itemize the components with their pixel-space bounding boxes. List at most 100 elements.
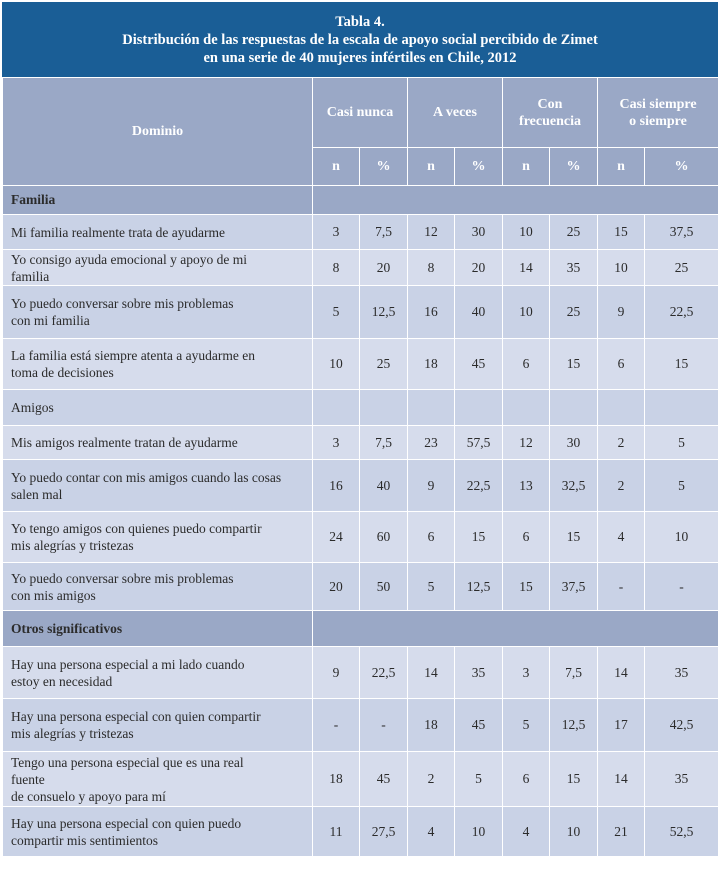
row-label-line: Yo tengo amigos con quienes puedo compar… <box>11 521 262 536</box>
cell-percent: 45 <box>454 698 503 752</box>
cell-n: 2 <box>407 751 455 807</box>
table-row: La familia está siempre atenta a ayudarm… <box>2 338 720 390</box>
table-row: Hay una persona especial con quien compa… <box>2 698 720 752</box>
cell-percent: 7,5 <box>548 646 599 699</box>
section-title: Amigos <box>2 389 313 426</box>
row-label-line: Yo consigo ayuda emocional y apoyo de mi <box>11 251 247 267</box>
cell-percent: 25 <box>359 338 408 390</box>
header-group-label-line: Con <box>537 96 563 112</box>
header-percent: % <box>359 147 408 186</box>
cell-percent: 42,5 <box>644 698 720 752</box>
header-group-label-line: o siempre <box>629 113 687 129</box>
header-group-label-line: A veces <box>433 105 477 120</box>
section-row: Familia <box>2 185 720 215</box>
header-group-con-frecuencia: Con frecuencia <box>501 77 599 148</box>
table-row: Hay una persona especial a mi lado cuand… <box>2 646 720 699</box>
row-label-line: de consuelo y apoyo para mí <box>11 788 166 804</box>
empty-cell <box>312 389 360 426</box>
section-row: Otros significativos <box>2 610 720 647</box>
cell-n: - <box>312 698 360 752</box>
cell-percent: 32,5 <box>548 459 599 512</box>
cell-percent: 20 <box>359 249 408 286</box>
header-subrow: n% n% n% n% <box>3 147 720 186</box>
row-label-line: toma de decisiones <box>11 365 114 380</box>
row-label-line: Hay una persona especial a mi lado cuand… <box>11 656 245 672</box>
header-percent: % <box>454 147 503 186</box>
row-label: Hay una persona especial con quien compa… <box>2 698 313 752</box>
row-label-line: mis alegrías y tristezas <box>11 726 134 741</box>
cell-n: 14 <box>502 249 550 286</box>
cell-percent: 22,5 <box>359 646 408 699</box>
table-body: Familia Mi familia realmente trata de ayu… <box>2 185 720 857</box>
header-percent: % <box>644 147 720 186</box>
cell-n: 6 <box>502 511 550 563</box>
cell-percent: 40 <box>454 285 503 339</box>
row-label: Mis amigos realmente tratan de ayudarme <box>2 425 313 460</box>
cell-n: 3 <box>502 646 550 699</box>
cell-n: 6 <box>407 511 455 563</box>
title-line-3: en una serie de 40 mujeres infértiles en… <box>203 50 517 66</box>
cell-percent: 7,5 <box>359 214 408 250</box>
section-title: Familia <box>2 185 313 215</box>
cell-percent: 12,5 <box>359 285 408 339</box>
row-label: Yo tengo amigos con quienes puedo compar… <box>2 511 313 563</box>
row-label-line: Yo puedo conversar sobre mis problemas <box>11 570 234 586</box>
row-label-line: Mi familia realmente trata de ayudarme <box>11 224 226 240</box>
table-row: Hay una persona especial con quien puedo… <box>2 806 720 857</box>
cell-percent: - <box>359 698 408 752</box>
cell-percent: 20 <box>454 249 503 286</box>
cell-n: 14 <box>407 646 455 699</box>
cell-percent: - <box>644 562 720 611</box>
cell-percent: 15 <box>548 511 599 563</box>
row-label: Hay una persona especial a mi lado cuand… <box>2 646 313 699</box>
cell-n: 2 <box>597 459 646 512</box>
row-label-line: Hay una persona especial con quien compa… <box>11 709 261 724</box>
cell-percent: 27,5 <box>359 806 408 857</box>
cell-percent: 12,5 <box>454 562 503 611</box>
cell-percent: 35 <box>644 751 720 807</box>
empty-cell <box>454 389 503 426</box>
cell-n: 21 <box>597 806 646 857</box>
row-label: Hay una persona especial con quien puedo… <box>2 806 313 857</box>
cell-percent: 30 <box>548 425 599 460</box>
cell-percent: 30 <box>454 214 503 250</box>
cell-percent: 15 <box>644 338 720 390</box>
row-label: Mi familia realmente trata de ayudarme <box>2 214 313 250</box>
cell-n: 6 <box>502 751 550 807</box>
cell-n: 6 <box>502 338 550 390</box>
cell-n: 15 <box>502 562 550 611</box>
cell-percent: 5 <box>454 751 503 807</box>
section-spacer <box>311 185 720 215</box>
table-row: Yo tengo amigos con quienes puedo compar… <box>2 511 720 563</box>
section-spacer <box>311 610 720 647</box>
cell-percent: 37,5 <box>548 562 599 611</box>
header-group-label-line: Casi nunca <box>326 105 394 120</box>
cell-n: - <box>597 562 646 611</box>
row-label-line: La familia está siempre atenta a ayudarm… <box>11 348 256 363</box>
header-n: n <box>502 147 550 186</box>
cell-n: 5 <box>407 562 455 611</box>
cell-n: 3 <box>312 214 360 250</box>
cell-percent: 45 <box>454 338 503 390</box>
cell-percent: 25 <box>548 285 599 339</box>
cell-n: 14 <box>597 751 646 807</box>
cell-percent: 15 <box>548 338 599 390</box>
cell-n: 12 <box>407 214 455 250</box>
section-title: Otros significativos <box>2 610 313 647</box>
empty-cell <box>502 389 550 426</box>
section-row: Amigos <box>2 389 720 426</box>
cell-n: 10 <box>502 285 550 339</box>
row-label-line: estoy en necesidad <box>11 673 113 689</box>
row-label-line: Hay una persona especial con quien puedo <box>11 815 242 831</box>
table-row: Yo puedo conversar sobre mis problemas co… <box>2 562 720 611</box>
cell-n: 4 <box>407 806 455 857</box>
cell-n: 11 <box>312 806 360 857</box>
header-n: n <box>597 147 646 186</box>
row-label: Yo puedo conversar sobre mis problemas co… <box>2 562 313 611</box>
cell-n: 16 <box>312 459 360 512</box>
cell-percent: 52,5 <box>644 806 720 857</box>
row-label-line: con mis amigos <box>11 587 96 603</box>
cell-percent: 15 <box>454 511 503 563</box>
cell-percent: 35 <box>548 249 599 286</box>
cell-percent: 45 <box>359 751 408 807</box>
